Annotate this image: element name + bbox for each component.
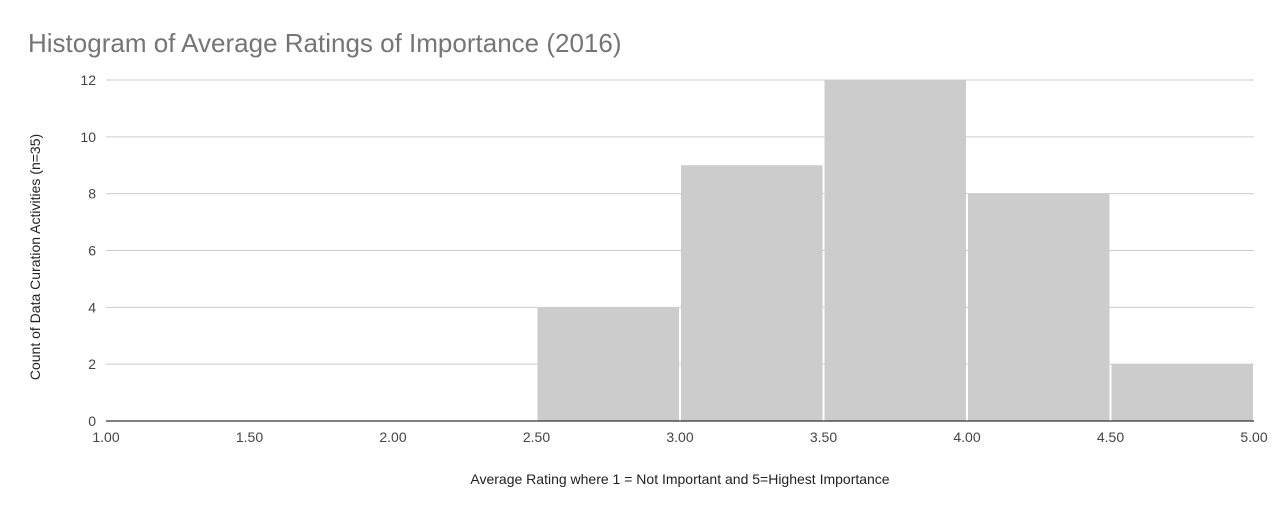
histogram-bar xyxy=(537,307,679,421)
y-tick-label: 2 xyxy=(88,356,96,372)
histogram-bar xyxy=(824,80,966,421)
x-axis-label: Average Rating where 1 = Not Important a… xyxy=(470,471,889,487)
x-tick-label: 5.00 xyxy=(1240,429,1267,445)
y-tick-label: 12 xyxy=(80,72,96,88)
histogram-bar xyxy=(968,193,1110,421)
y-tick-label: 10 xyxy=(80,129,96,145)
x-tick-label: 1.50 xyxy=(236,429,263,445)
chart-title: Histogram of Average Ratings of Importan… xyxy=(28,28,622,58)
bars xyxy=(537,80,1253,421)
histogram-bar xyxy=(681,165,823,421)
x-tick-label: 2.50 xyxy=(523,429,550,445)
y-tick-label: 4 xyxy=(88,299,96,315)
x-tick-label: 3.00 xyxy=(666,429,693,445)
y-tick-label: 8 xyxy=(88,186,96,202)
y-axis-label: Count of Data Curation Activities (n=35) xyxy=(27,134,43,380)
x-axis-ticks: 1.00 1.50 2.00 2.50 3.00 3.50 4.00 4.50 5.00 xyxy=(92,429,1267,445)
x-tick-label: 4.50 xyxy=(1097,429,1124,445)
y-axis-ticks: 0 2 4 6 8 10 12 xyxy=(80,72,96,429)
x-tick-label: 1.00 xyxy=(92,429,119,445)
y-tick-label: 6 xyxy=(88,243,96,259)
x-tick-label: 4.00 xyxy=(953,429,980,445)
x-tick-label: 3.50 xyxy=(810,429,837,445)
histogram-bar xyxy=(1111,364,1253,421)
x-tick-label: 2.00 xyxy=(379,429,406,445)
y-tick-label: 0 xyxy=(88,413,96,429)
